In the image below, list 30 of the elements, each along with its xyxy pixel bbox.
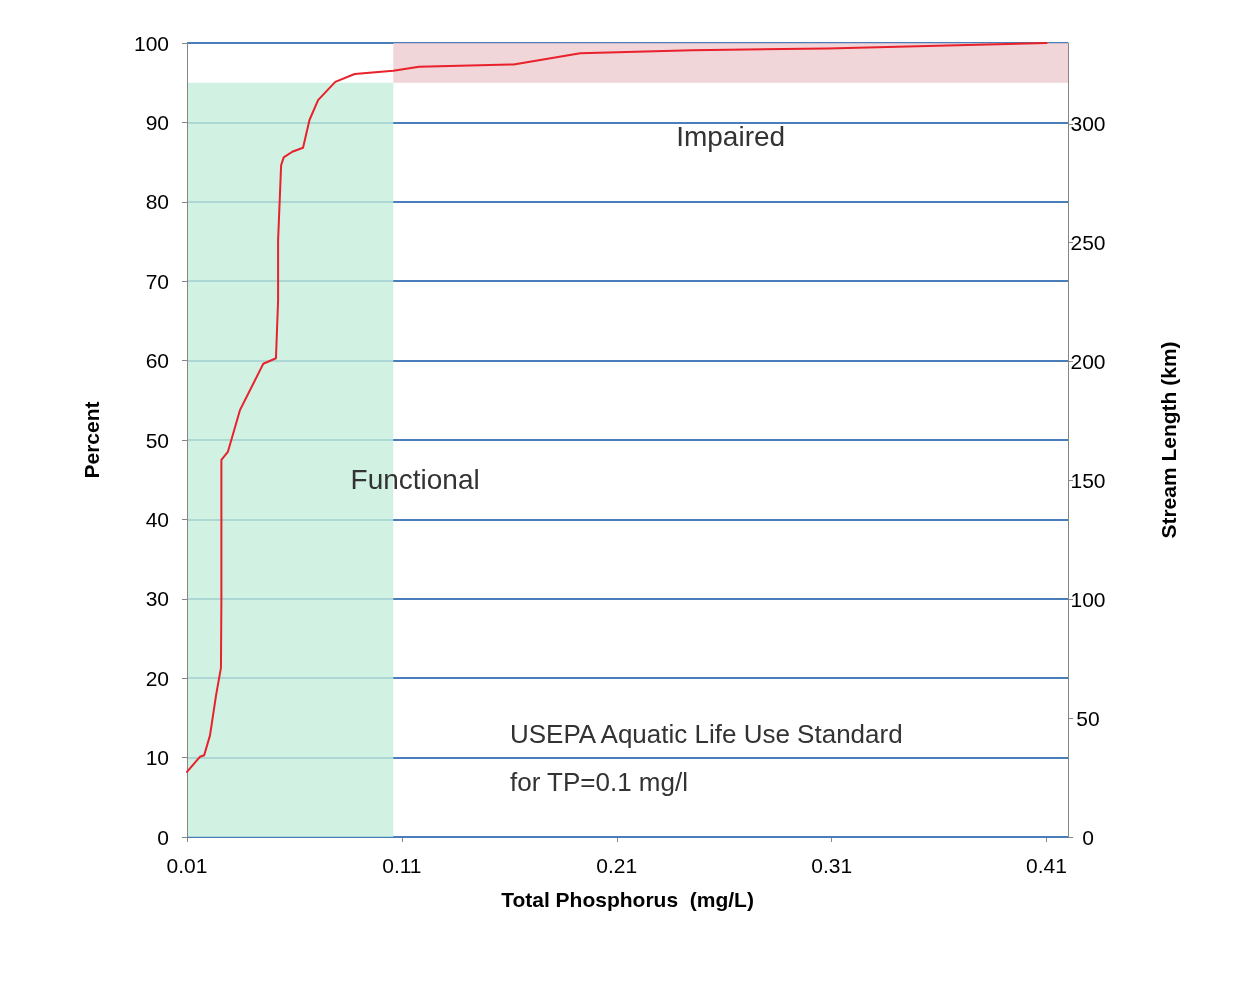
- y2-tick-label: 200: [1070, 350, 1106, 374]
- y2-tick-label: 100: [1070, 587, 1106, 611]
- y2-tick-label: 0: [1082, 825, 1094, 849]
- y-tick-label: 10: [145, 746, 169, 770]
- y-tick-label: 70: [145, 269, 169, 293]
- y-tick-label: 0: [157, 825, 169, 849]
- y-tick-label: 90: [145, 110, 169, 134]
- x-tick-label: 0.31: [811, 854, 853, 877]
- y2-tick-label: 50: [1076, 706, 1100, 730]
- y-tick-label: 50: [145, 428, 169, 452]
- band-label: Functional: [350, 464, 480, 496]
- annotation: USEPA Aquatic Life Use Standard for TP=0.1 mg/l: [510, 719, 903, 797]
- y-tick-label: 60: [145, 349, 169, 373]
- y-tick-label: 40: [145, 507, 169, 531]
- y2-tick-label: 150: [1070, 468, 1106, 492]
- y2-axis-title: Stream Length (km): [1157, 341, 1180, 539]
- y-tick-label: 20: [145, 666, 169, 690]
- line-series: [186, 42, 1048, 773]
- y-tick-label: 80: [145, 190, 169, 214]
- y-axis-title: Percent: [80, 401, 103, 479]
- x-axis-title: Total Phosphorus (mg/L): [501, 888, 754, 911]
- y2-tick-label: 250: [1070, 231, 1106, 255]
- x-tick-label: 0.11: [382, 854, 422, 877]
- y-tick-label: 100: [133, 31, 169, 55]
- x-tick-label: 0.41: [1026, 854, 1067, 877]
- band-label: Impaired: [676, 121, 786, 153]
- x-tick-label: 0.21: [596, 854, 638, 877]
- x-tick-label: 0.01: [166, 854, 208, 877]
- y2-tick-label: 300: [1070, 112, 1106, 136]
- y-tick-label: 30: [145, 587, 169, 611]
